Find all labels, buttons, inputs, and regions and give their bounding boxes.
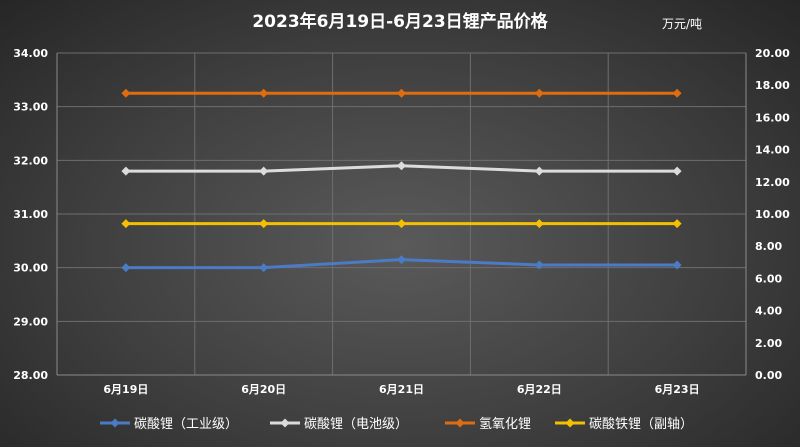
y-left-tick-label: 28.00 <box>13 369 48 382</box>
y-left-tick-label: 29.00 <box>13 315 48 328</box>
series-point-1 <box>259 166 269 176</box>
legend-label-1: 碳酸锂（电池级） <box>304 417 408 432</box>
y-left-tick-label: 31.00 <box>13 208 48 221</box>
series-point-0 <box>259 263 269 273</box>
series-point-2 <box>259 88 269 98</box>
x-tick-label: 6月20日 <box>241 383 286 396</box>
series-point-2 <box>672 88 682 98</box>
y-left-tick-label: 34.00 <box>13 47 48 60</box>
legend-marker-0 <box>110 418 120 428</box>
y-right-tick-label: 14.00 <box>755 144 790 157</box>
legend: 碳酸锂（工业级） 碳酸锂（电池级） 氢氧化锂 碳酸铁锂（副轴） <box>100 417 693 432</box>
grid-layer <box>56 52 747 376</box>
legend-label-3: 碳酸铁锂（副轴） <box>589 417 693 432</box>
legend-marker-3 <box>565 418 575 428</box>
series-point-2 <box>534 88 544 98</box>
series-point-1 <box>397 161 406 171</box>
series-point-3 <box>121 219 131 229</box>
y-right-tick-label: 8.00 <box>755 240 782 253</box>
series-layer <box>121 88 682 273</box>
series-point-3 <box>534 219 544 229</box>
series-point-1 <box>121 166 131 176</box>
y-right-tick-label: 20.00 <box>755 47 790 60</box>
y-right-tick-label: 4.00 <box>755 305 782 318</box>
y-left-tick-label: 32.00 <box>13 154 48 167</box>
series-point-0 <box>534 260 544 270</box>
x-tick-label: 6月19日 <box>103 383 148 396</box>
legend-marker-1 <box>280 418 290 428</box>
y-left-tick-label: 30.00 <box>13 262 48 275</box>
unit-label: 万元/吨 <box>662 17 702 31</box>
series-point-3 <box>259 219 269 229</box>
series-point-3 <box>672 219 682 229</box>
x-tick-label: 6月22日 <box>517 383 562 396</box>
chart-title: 2023年6月19日-6月23日锂产品价格 <box>252 11 548 32</box>
x-tick-label: 6月21日 <box>379 383 424 396</box>
series-point-0 <box>672 260 682 270</box>
legend-label-2: 氢氧化锂 <box>479 417 531 432</box>
axis-layer: 28.00 29.00 30.00 31.00 32.00 33.00 34.00 0.00 2… <box>13 47 790 396</box>
series-point-2 <box>397 88 406 98</box>
x-tick-label: 6月23日 <box>655 383 700 396</box>
y-right-tick-label: 12.00 <box>755 176 790 189</box>
series-point-2 <box>121 88 131 98</box>
series-point-0 <box>121 263 131 273</box>
series-point-1 <box>534 166 544 176</box>
legend-marker-2 <box>455 418 465 428</box>
y-right-tick-label: 0.00 <box>755 369 782 382</box>
series-point-1 <box>672 166 682 176</box>
y-right-tick-label: 10.00 <box>755 208 790 221</box>
y-right-tick-label: 16.00 <box>755 111 790 124</box>
y-right-tick-label: 6.00 <box>755 272 782 285</box>
y-right-tick-label: 2.00 <box>755 337 782 350</box>
y-right-tick-label: 18.00 <box>755 79 790 92</box>
y-left-tick-label: 33.00 <box>13 101 48 114</box>
series-point-0 <box>397 255 406 265</box>
series-point-3 <box>397 219 406 229</box>
legend-label-0: 碳酸锂（工业级） <box>134 417 238 432</box>
